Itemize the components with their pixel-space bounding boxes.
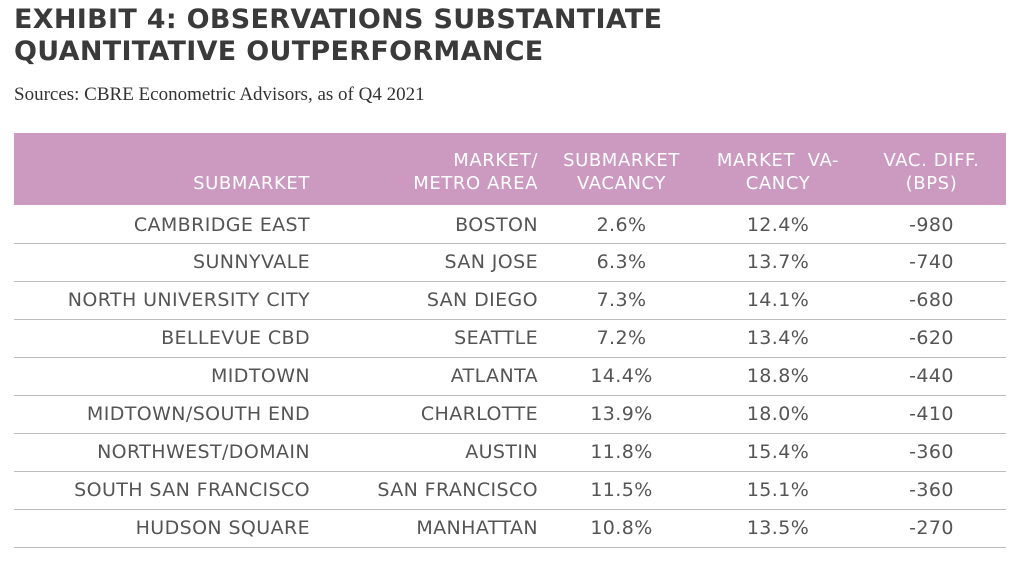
table-body: CAMBRIDGE EAST BOSTON 2.6% 12.4% -980 SU…: [14, 205, 1006, 547]
table-row: SOUTH SAN FRANCISCO SAN FRANCISCO 11.5% …: [14, 471, 1006, 509]
header-submarket: SUBMARKET: [14, 133, 316, 205]
table-row: CAMBRIDGE EAST BOSTON 2.6% 12.4% -980: [14, 205, 1006, 243]
cell-submarket: SUNNYVALE: [193, 251, 310, 273]
header-market-metro-area: MARKET/ METRO AREA: [316, 133, 544, 205]
cell-metro-area: SAN DIEGO: [426, 289, 538, 311]
cell-metro-area: MANHATTAN: [416, 517, 538, 539]
cell-vac-diff: -980: [909, 213, 954, 236]
header-submarket-vacancy-line-1: SUBMARKET: [563, 150, 680, 171]
cell-market-vacancy: 15.1%: [746, 479, 810, 501]
cell-vac-diff: -270: [909, 517, 954, 539]
header-market-metro-area-line-1: MARKET/: [453, 150, 538, 171]
cell-market-vacancy: 13.4%: [746, 327, 810, 349]
cell-metro-area: SAN JOSE: [444, 251, 538, 273]
cell-vac-diff: -680: [909, 289, 954, 311]
cell-market-vacancy: 18.0%: [746, 403, 810, 425]
cell-vac-diff: -620: [909, 327, 954, 349]
header-vac-diff: VAC. DIFF. (BPS): [857, 133, 1006, 205]
source-note: Sources: CBRE Econometric Advisors, as o…: [14, 84, 425, 105]
cell-submarket: HUDSON SQUARE: [135, 517, 310, 539]
cell-submarket: CAMBRIDGE EAST: [133, 213, 310, 236]
cell-market-vacancy: 18.8%: [746, 365, 810, 387]
cell-submarket-vacancy: 10.8%: [590, 517, 653, 539]
header-vac-diff-line-2: (BPS): [905, 173, 958, 194]
cell-submarket: BELLEVUE CBD: [161, 327, 310, 349]
header-row: SUBMARKET MARKET/ METRO AREA SUBMARKET V…: [14, 133, 1006, 205]
vacancy-table: SUBMARKET MARKET/ METRO AREA SUBMARKET V…: [14, 133, 1006, 548]
table-header: SUBMARKET MARKET/ METRO AREA SUBMARKET V…: [14, 133, 1006, 205]
cell-market-vacancy: 13.5%: [746, 517, 810, 539]
table-row: HUDSON SQUARE MANHATTAN 10.8% 13.5% -270: [14, 509, 1006, 547]
cell-vac-diff: -740: [909, 251, 954, 273]
cell-submarket-vacancy: 14.4%: [590, 365, 653, 387]
cell-submarket-vacancy: 11.8%: [590, 441, 653, 463]
exhibit-title-line-1: EXHIBIT 4: OBSERVATIONS SUBSTANTIATE: [14, 4, 663, 35]
cell-metro-area: SAN FRANCISCO: [377, 479, 538, 501]
cell-submarket-vacancy: 13.9%: [590, 403, 653, 425]
cell-submarket-vacancy: 7.2%: [596, 327, 647, 349]
table-row: BELLEVUE CBD SEATTLE 7.2% 13.4% -620: [14, 319, 1006, 357]
cell-submarket: NORTH UNIVERSITY CITY: [67, 289, 310, 311]
exhibit-title-line-2: QUANTITATIVE OUTPERFORMANCE: [14, 36, 544, 67]
table-row: NORTH UNIVERSITY CITY SAN DIEGO 7.3% 14.…: [14, 281, 1006, 319]
cell-submarket: MIDTOWN: [211, 365, 310, 387]
header-vac-diff-line-1: VAC. DIFF.: [883, 150, 980, 171]
cell-market-vacancy: 12.4%: [746, 213, 810, 236]
exhibit-title: EXHIBIT 4: OBSERVATIONS SUBSTANTIATE QUA…: [14, 4, 1004, 68]
table-row: MIDTOWN/SOUTH END CHARLOTTE 13.9% 18.0% …: [14, 395, 1006, 433]
header-market-vacancy: MARKET VA- CANCY: [699, 133, 857, 205]
cell-vac-diff: -440: [909, 365, 954, 387]
cell-vac-diff: -360: [909, 441, 954, 463]
cell-submarket: SOUTH SAN FRANCISCO: [74, 479, 310, 501]
header-market-vacancy-line-2: CANCY: [745, 173, 811, 194]
cell-metro-area: BOSTON: [455, 213, 538, 236]
cell-metro-area: SEATTLE: [454, 327, 538, 349]
cell-metro-area: AUSTIN: [465, 441, 538, 463]
cell-submarket: MIDTOWN/SOUTH END: [86, 403, 310, 425]
cell-market-vacancy: 15.4%: [746, 441, 810, 463]
cell-submarket-vacancy: 6.3%: [596, 251, 647, 273]
cell-market-vacancy: 14.1%: [746, 289, 810, 311]
cell-market-vacancy: 13.7%: [746, 251, 810, 273]
header-submarket-vacancy: SUBMARKET VACANCY: [544, 133, 699, 205]
header-submarket-line-1: SUBMARKET: [193, 173, 310, 194]
table-row: SUNNYVALE SAN JOSE 6.3% 13.7% -740: [14, 243, 1006, 281]
header-submarket-vacancy-line-2: VACANCY: [577, 173, 666, 194]
cell-vac-diff: -410: [909, 403, 954, 425]
cell-submarket: NORTHWEST/DOMAIN: [97, 441, 310, 463]
cell-submarket-vacancy: 2.6%: [596, 213, 647, 236]
cell-metro-area: ATLANTA: [450, 365, 538, 387]
cell-metro-area: CHARLOTTE: [420, 403, 538, 425]
cell-submarket-vacancy: 11.5%: [590, 479, 653, 501]
header-market-metro-area-line-2: METRO AREA: [413, 173, 538, 194]
cell-vac-diff: -360: [909, 479, 954, 501]
header-market-vacancy-line-1: MARKET VA-: [716, 150, 840, 171]
cell-submarket-vacancy: 7.3%: [596, 289, 647, 311]
table-row: MIDTOWN ATLANTA 14.4% 18.8% -440: [14, 357, 1006, 395]
table-row: NORTHWEST/DOMAIN AUSTIN 11.8% 15.4% -360: [14, 433, 1006, 471]
